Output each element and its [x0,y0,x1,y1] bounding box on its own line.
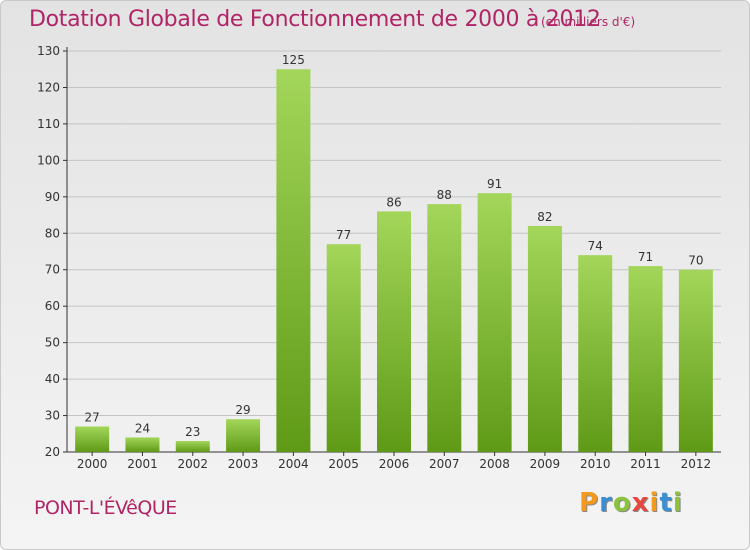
labels: 20 30 40 50 60 70 80 90 100 110 120 130 27 2000 24 2001… [37,44,711,471]
data-label: 88 [437,188,452,202]
x-tick-label: 2008 [479,457,510,471]
data-label: 71 [638,250,653,264]
x-tick-label: 2006 [379,457,410,471]
y-tick-label: 30 [45,409,60,423]
y-tick-label: 110 [37,117,60,131]
x-tick-label: 2002 [177,457,208,471]
proxiti-logo[interactable]: Proxiti [579,488,683,518]
bar-2000 [75,426,110,452]
data-label: 27 [85,410,100,424]
bar-2012 [678,269,713,452]
unit-note: (en milliers d'€) [541,15,636,29]
x-tick-label: 2001 [127,457,158,471]
x-tick-label: 2012 [681,457,712,471]
bar-2008 [477,193,512,452]
y-tick-label: 130 [37,44,60,58]
y-tick-label: 60 [45,299,60,313]
bars [75,69,713,453]
data-label: 74 [588,239,603,253]
bar-2004 [276,69,311,453]
x-tick-label: 2011 [630,457,661,471]
y-tick-label: 80 [45,226,60,240]
y-tick-label: 70 [45,263,60,277]
y-tick-label: 20 [45,445,60,459]
y-tick-label: 100 [37,153,60,167]
data-label: 24 [135,421,150,435]
bar-2007 [427,204,462,452]
x-tick-label: 2000 [77,457,108,471]
data-label: 77 [336,228,351,242]
bar-2002 [175,441,210,452]
chart-title: Dotation Globale de Fonctionnement de 20… [29,7,601,32]
data-label: 70 [688,254,703,268]
bar-2003 [226,419,261,452]
x-tick-label: 2009 [530,457,561,471]
y-tick-label: 40 [45,372,60,386]
data-label: 23 [185,425,200,439]
bar-2005 [326,244,361,452]
bar-2011 [628,266,663,452]
bar-2009 [527,225,562,452]
x-tick-label: 2005 [328,457,359,471]
data-label: 86 [386,195,401,209]
x-tick-label: 2007 [429,457,460,471]
y-tick-label: 50 [45,336,60,350]
data-label: 82 [537,210,552,224]
x-tick-label: 2003 [228,457,259,471]
data-label: 29 [235,403,250,417]
bar-2010 [578,255,613,452]
y-tick-label: 90 [45,190,60,204]
data-label: 125 [282,53,305,67]
bar-2001 [125,437,160,452]
bar-2006 [377,211,411,452]
y-tick-label: 120 [37,80,60,94]
location-name: PONT-L'ÉVêQUE [34,497,177,519]
data-label: 91 [487,177,502,191]
x-tick-label: 2010 [580,457,611,471]
x-tick-label: 2004 [278,457,309,471]
